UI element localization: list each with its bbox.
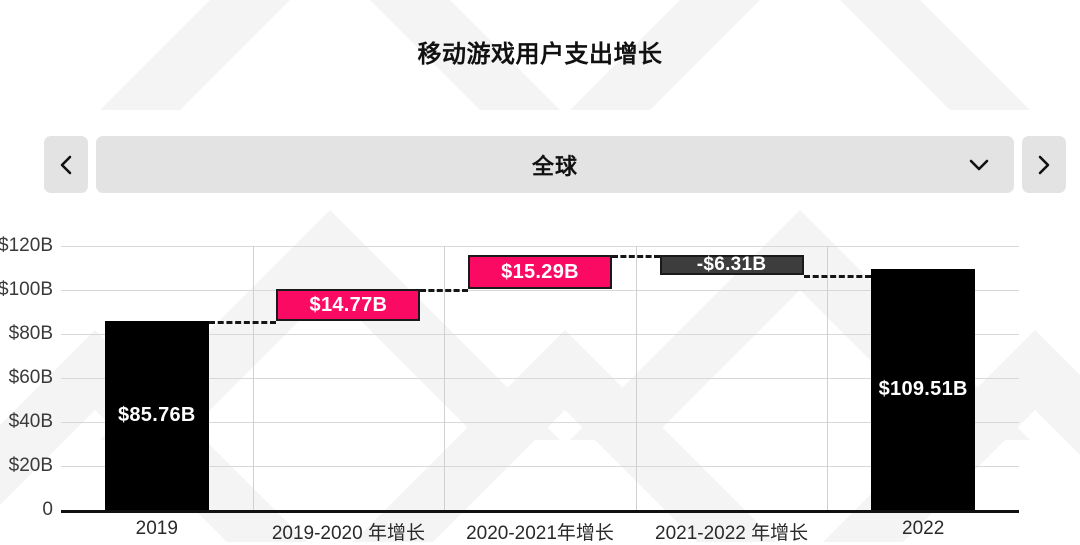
x-axis-tick-label: 2021-2022 年增长: [655, 523, 809, 544]
bar-total[interactable]: $109.51B: [871, 269, 976, 510]
category-divider: [827, 246, 828, 510]
next-region-button[interactable]: [1022, 136, 1066, 193]
plot-area: $85.76B $14.77B $15.29B -$6.31B $109.51B $12…: [0, 235, 1019, 544]
chevron-right-icon: [1037, 154, 1051, 176]
category-divider: [253, 246, 254, 510]
bar-value-label: $15.29B: [501, 260, 579, 283]
y-axis-tick-label: $20B: [8, 455, 53, 476]
x-axis-tick-label: 2020-2021年增长: [466, 523, 614, 544]
x-axis-tick-label: 2019-2020 年增长: [271, 523, 425, 544]
bar-value-label: -$6.31B: [696, 254, 767, 276]
category-divider: [636, 246, 637, 510]
x-axis-line: [61, 510, 1019, 513]
bar-value-label: $85.76B: [117, 404, 196, 427]
chevron-left-icon: [59, 154, 73, 176]
x-axis-tick-label: 2022: [902, 518, 945, 539]
x-axis-tick-label: 2019: [135, 518, 178, 539]
step-connector: [208, 321, 277, 325]
bar-total[interactable]: $85.76B: [104, 321, 209, 510]
y-axis-tick-label: $40B: [8, 411, 53, 432]
y-axis-tick-label: $100B: [0, 279, 53, 300]
bar-value-label: $109.51B: [878, 378, 968, 401]
bar-increase[interactable]: $15.29B: [468, 255, 612, 289]
y-axis-tick-label: 0: [42, 499, 53, 520]
y-axis-tick-label: $80B: [8, 323, 53, 344]
step-connector: [612, 255, 660, 259]
bar-increase[interactable]: $14.77B: [276, 288, 421, 322]
page-title: 移动游戏用户支出增长: [417, 41, 663, 68]
region-selector-row: 全球: [44, 136, 1066, 193]
gridline: [61, 246, 1019, 247]
y-axis-tick-label: $60B: [8, 367, 53, 388]
region-dropdown[interactable]: 全球: [96, 136, 1014, 193]
step-connector: [803, 275, 872, 279]
region-dropdown-value: 全球: [531, 153, 578, 179]
chevron-down-icon[interactable]: [968, 158, 990, 172]
prev-region-button[interactable]: [44, 136, 88, 193]
bar-decrease[interactable]: -$6.31B: [659, 254, 804, 276]
y-axis-tick-label: $120B: [0, 235, 53, 256]
waterfall-chart: $85.76B $14.77B $15.29B -$6.31B $109.51B $12…: [0, 222, 1080, 544]
step-connector: [420, 288, 468, 292]
category-divider: [444, 246, 445, 510]
bar-value-label: $14.77B: [309, 293, 388, 316]
